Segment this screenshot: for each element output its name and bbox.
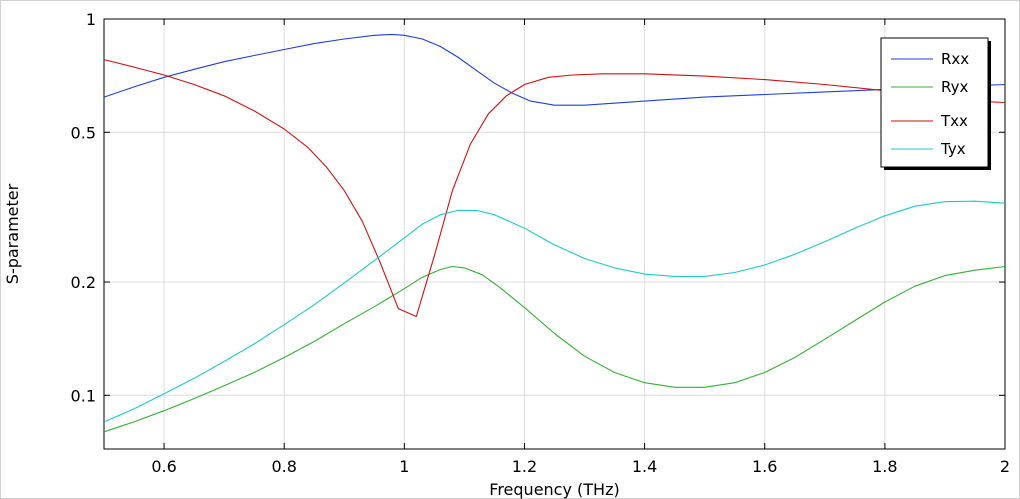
series-line-ryx xyxy=(103,265,1006,433)
series-line-tyx xyxy=(103,200,1006,423)
series-lines xyxy=(103,33,1006,433)
x-tick-label: 0.8 xyxy=(271,457,296,476)
legend-label-ryx: Ryx xyxy=(941,78,968,96)
y-tick-label: 0.1 xyxy=(71,386,96,405)
x-tick-label: 1.4 xyxy=(632,457,657,476)
x-axis-title: Frequency (THz) xyxy=(489,480,619,499)
x-tick-label: 1.2 xyxy=(512,457,537,476)
axis-ticks: 0.6 0.8 1 1.2 1.4 1.6 1.8 2 0.1 0.2 0.5 1 xyxy=(71,10,1011,476)
x-tick-label: 1.8 xyxy=(872,457,897,476)
plot-area xyxy=(103,18,1006,450)
y-tick-label: 0.2 xyxy=(71,273,96,292)
x-tick-label: 0.6 xyxy=(151,457,176,476)
y-axis-title: S-parameter xyxy=(3,183,22,284)
legend-label-tyx: Tyx xyxy=(940,140,966,158)
series-line-txx xyxy=(103,59,1006,318)
legend: Rxx Ryx Txx Tyx xyxy=(880,37,991,170)
x-tick-label: 1.6 xyxy=(752,457,777,476)
y-tick-label: 1 xyxy=(86,10,96,29)
y-tick-label: 0.5 xyxy=(71,123,96,142)
legend-box xyxy=(880,37,989,168)
grid xyxy=(104,18,1006,449)
series-line-rxx xyxy=(103,33,1006,106)
legend-label-rxx: Rxx xyxy=(941,50,969,68)
legend-label-txx: Txx xyxy=(940,112,968,130)
x-tick-label: 2 xyxy=(1000,457,1010,476)
x-tick-label: 1 xyxy=(399,457,409,476)
